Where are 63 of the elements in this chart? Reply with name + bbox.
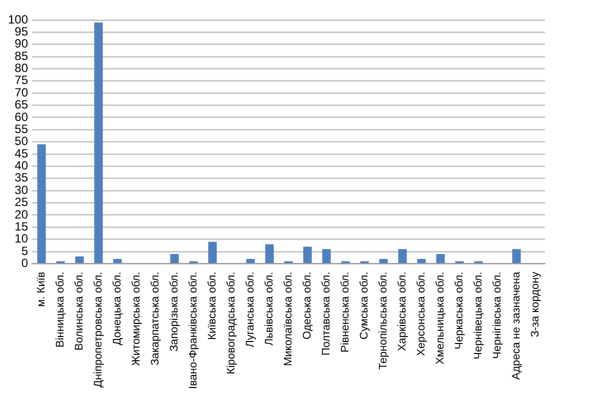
- x-tick-label: Харківська обл.: [396, 272, 409, 352]
- bar: [94, 22, 103, 263]
- x-tick-label: м. Київ: [36, 272, 48, 307]
- x-tick-label: Львівська обл.: [264, 272, 276, 346]
- y-tick-label: 0: [21, 256, 28, 270]
- y-tick-label: 75: [14, 73, 28, 88]
- y-tick-label: 100: [8, 12, 28, 26]
- y-tick-label: 5: [21, 244, 28, 258]
- x-tick-label: Запорізька обл.: [168, 272, 181, 352]
- x-tick-label: Житомирська обл.: [130, 272, 143, 366]
- bar: [113, 258, 122, 263]
- y-tick-label: 80: [14, 61, 28, 76]
- x-tick-label: Рівненська обл.: [340, 272, 352, 352]
- x-tick-label: Волинська обл.: [74, 272, 86, 350]
- y-tick-label: 45: [14, 146, 28, 160]
- y-tick-label: 55: [14, 122, 28, 136]
- x-tick-label: Черкаська обл.: [454, 272, 466, 350]
- y-tick-label: 60: [14, 110, 28, 124]
- y-tick-label: 40: [14, 158, 28, 173]
- y-tick-label: 10: [14, 232, 28, 246]
- x-tick-label: З-за кордону: [530, 271, 542, 338]
- bar: [379, 258, 388, 263]
- x-tick-label: Закарпатська обл.: [150, 272, 162, 366]
- bar: [512, 249, 521, 263]
- x-tick-label: Луганська обл.: [244, 272, 257, 348]
- y-tick-label: 30: [14, 182, 28, 197]
- x-tick-label: Адреса не зазначена: [510, 270, 523, 380]
- x-tick-label: Вінницька обл.: [54, 272, 67, 348]
- bar: [75, 256, 84, 263]
- y-tick-label: 95: [14, 24, 28, 38]
- bar: [436, 254, 445, 263]
- bar: [398, 249, 407, 263]
- bar: [322, 249, 331, 263]
- y-tick-label: 85: [14, 48, 28, 63]
- x-tick-label: Полтавська обл.: [320, 272, 333, 356]
- y-tick-label: 90: [14, 36, 28, 51]
- x-tick-label: Чернігівська обл.: [492, 272, 504, 359]
- x-tick-label: Тернопільська обл.: [378, 272, 390, 370]
- x-tick-label: Одеська обл.: [302, 272, 314, 340]
- bar: [417, 258, 426, 263]
- x-tick-label: Кіровоградська обл.: [226, 272, 238, 374]
- x-tick-label: Київська обл.: [206, 272, 219, 340]
- bar: [170, 254, 179, 263]
- y-tick-label: 15: [14, 219, 28, 234]
- x-tick-label: Хмельницька обл.: [434, 272, 447, 364]
- x-tick-label: Чернівецька обл.: [472, 272, 485, 360]
- x-tick-label: Миколаївська обл.: [282, 272, 295, 366]
- y-tick-label: 70: [14, 85, 28, 100]
- y-tick-label: 20: [14, 207, 28, 222]
- bar: [37, 144, 46, 263]
- y-tick-label: 25: [14, 195, 28, 210]
- bar: [246, 258, 255, 263]
- bar: [303, 246, 312, 263]
- y-tick-label: 65: [14, 98, 28, 112]
- x-tick-label: Дніпропетровська обл.: [92, 272, 105, 388]
- bar: [265, 244, 274, 263]
- bar: [208, 242, 217, 263]
- x-tick-label: Донецька обл.: [112, 272, 124, 346]
- x-tick-label: Івано-Франківська обл.: [188, 272, 200, 390]
- x-tick-label: Сумська обл.: [358, 272, 371, 340]
- x-tick-label: Херсонська обл.: [416, 272, 428, 356]
- y-tick-label: 35: [14, 170, 28, 185]
- y-tick-label: 50: [14, 134, 28, 148]
